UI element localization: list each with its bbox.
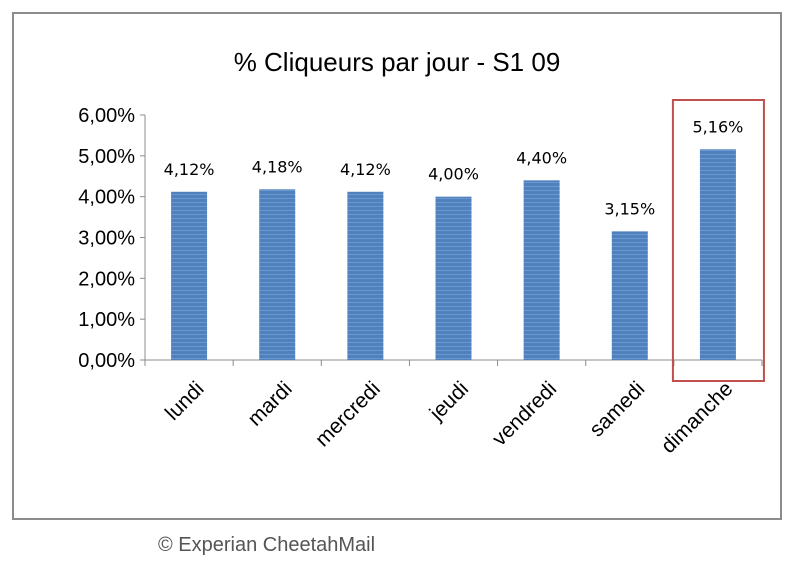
- bar-samedi: [611, 231, 648, 360]
- x-tick-label: jeudi: [425, 377, 473, 425]
- chart-frame: [12, 12, 782, 520]
- data-label: 4,18%: [252, 157, 303, 176]
- bar-dimanche: [699, 149, 736, 360]
- data-label: 4,40%: [516, 148, 567, 167]
- highlight-box: [671, 99, 765, 382]
- bar-jeudi: [435, 196, 472, 360]
- bar-vendredi: [523, 180, 560, 360]
- data-label: 3,15%: [604, 199, 655, 218]
- y-tick-label: 4,00%: [78, 187, 135, 209]
- copyright-credit: © Experian CheetahMail: [158, 534, 376, 556]
- data-label: 4,12%: [164, 160, 215, 179]
- y-tick-label: 2,00%: [78, 268, 135, 290]
- x-tick-label: samedi: [585, 377, 649, 441]
- x-tick-label: mardi: [243, 377, 296, 430]
- y-tick-label: 3,00%: [78, 228, 135, 250]
- y-tick-label: 6,00%: [78, 105, 135, 127]
- x-tick-label: lundi: [161, 377, 209, 425]
- data-label: 4,00%: [428, 165, 479, 184]
- x-tick-label: mercredi: [311, 377, 385, 451]
- y-tick-label: 5,00%: [78, 146, 135, 168]
- bar-mardi: [259, 189, 296, 360]
- bar-lundi: [171, 191, 208, 360]
- x-tick-label: dimanche: [657, 377, 738, 458]
- bar-mercredi: [347, 191, 384, 360]
- bar-chart: % Cliqueurs par jour - S1 09 0,00% 1,00% 2…: [78, 47, 765, 458]
- y-tick-label: 1,00%: [78, 309, 135, 331]
- data-label: 5,16%: [693, 117, 744, 136]
- chart-title: % Cliqueurs par jour - S1 09: [234, 47, 561, 77]
- x-tick-label: vendredi: [488, 377, 561, 450]
- data-label: 4,12%: [340, 160, 391, 179]
- y-tick-label: 0,00%: [78, 350, 135, 372]
